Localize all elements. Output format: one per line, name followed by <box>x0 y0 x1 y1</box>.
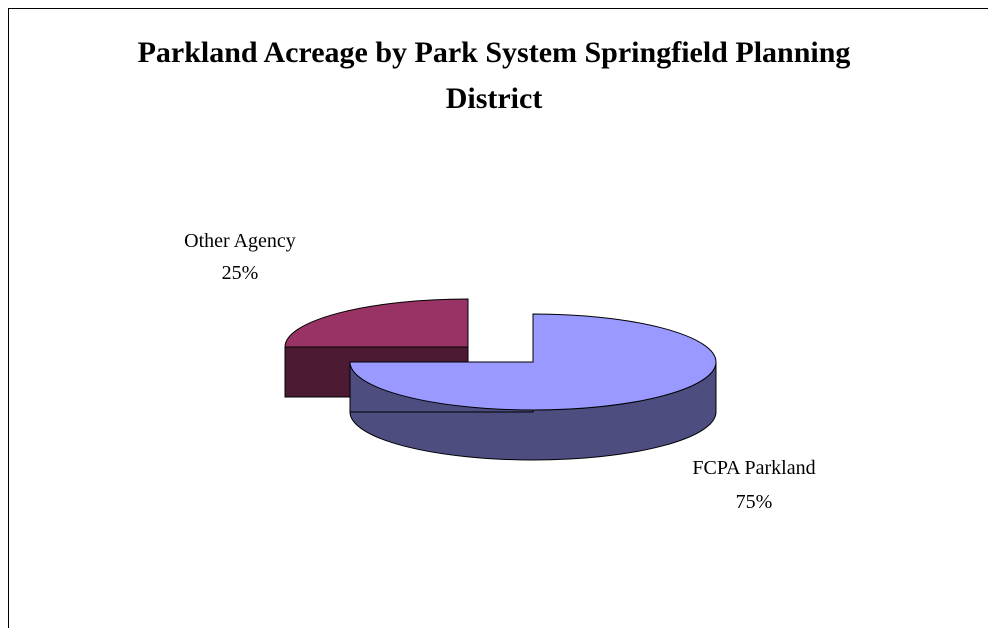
slice-value-fcpa: 75% <box>736 491 773 513</box>
pie-slice-fcpa <box>349 313 717 411</box>
slice-label-fcpa: FCPA Parkland <box>692 457 815 479</box>
slice-value-other: 25% <box>222 262 259 284</box>
chart-frame <box>8 8 988 628</box>
pie-slice-other <box>284 298 469 348</box>
chart-title: Parkland Acreage by Park System Springfi… <box>137 36 851 115</box>
slice-label-other: Other Agency <box>184 230 296 252</box>
